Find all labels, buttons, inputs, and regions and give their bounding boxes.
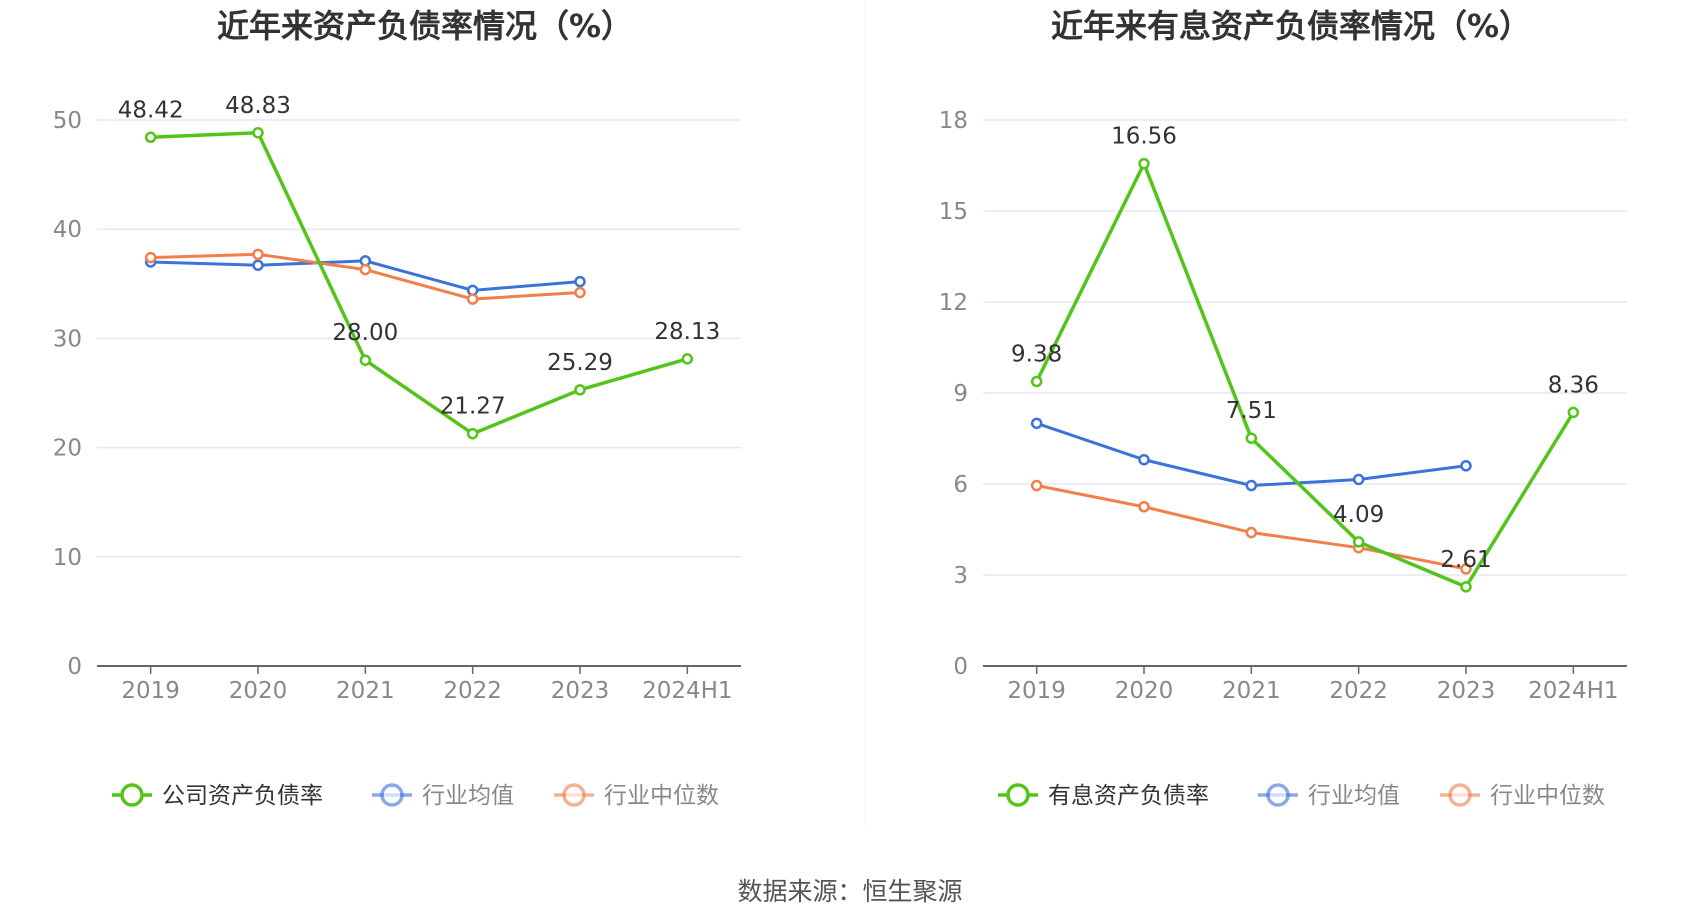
- y-tick-label: 9: [953, 381, 968, 407]
- x-tick-label: 2021: [336, 678, 395, 704]
- legend-label: 行业均值: [422, 783, 514, 809]
- chart-panel-debt-ratio: 近年来资产负债率情况（%） 0 10 20 30 40 50 2019 2020 2021 202…: [0, 0, 850, 830]
- x-tick-label: 2021: [1222, 678, 1281, 704]
- legend-marker: [1448, 783, 1472, 807]
- data-label: 21.27: [440, 394, 506, 420]
- legend-label: 行业中位数: [1490, 783, 1605, 809]
- series-line: [150, 131, 688, 436]
- data-label: 7.51: [1226, 398, 1277, 424]
- data-point: [359, 354, 372, 366]
- legend-label: 行业中位数: [604, 783, 719, 809]
- legend-label: 有息资产负债率: [1048, 783, 1209, 809]
- data-source: 数据来源：恒生聚源: [737, 877, 963, 906]
- data-point: [1245, 432, 1258, 444]
- data-label: 16.56: [1111, 124, 1177, 150]
- data-label: 48.42: [118, 97, 184, 123]
- y-tick-label: 3: [953, 563, 968, 589]
- data-label: 48.83: [225, 93, 291, 119]
- y-tick-label: 30: [53, 326, 82, 352]
- data-label: 2.61: [1440, 547, 1491, 573]
- data-point: [1245, 526, 1258, 539]
- x-tick-label: 2023: [551, 678, 610, 704]
- data-point: [574, 286, 586, 299]
- data-point: [1030, 417, 1043, 430]
- legend-marker: [562, 783, 586, 807]
- y-tick-label: 18: [939, 108, 968, 134]
- data-point: [1352, 473, 1365, 486]
- chart-title: 近年来有息资产负债率情况（%）: [1050, 7, 1532, 45]
- data-point: [1138, 501, 1150, 513]
- data-point: [144, 251, 157, 264]
- legend-label: 行业均值: [1308, 783, 1400, 809]
- legend-label: 公司资产负债率: [162, 783, 323, 809]
- y-tick-label: 6: [953, 472, 968, 498]
- data-label: 28.13: [654, 319, 720, 345]
- data-point: [681, 353, 694, 365]
- series-line: [1035, 161, 1575, 589]
- y-tick-label: 12: [939, 290, 968, 316]
- data-point: [1030, 375, 1043, 388]
- x-tick-label: 2019: [121, 678, 180, 704]
- chart-svg: 0 10 20 30 40 50 2019 2020 2021 2022 2023 2024H1 48.…: [53, 93, 741, 809]
- panel-divider: [865, 0, 866, 826]
- data-point: [252, 127, 264, 139]
- chart-panel-interest-debt-ratio: 近年来有息资产负债率情况（%） 0 3 6 9 12 15 18 2019 2020 2021 20…: [866, 0, 1700, 830]
- y-tick-label: 20: [53, 436, 82, 462]
- data-label: 9.38: [1011, 341, 1062, 367]
- data-point: [466, 427, 479, 440]
- x-tick-label: 2023: [1437, 678, 1496, 704]
- x-tick-label: 2020: [229, 678, 288, 704]
- x-tick-label: 2022: [1329, 678, 1388, 704]
- data-label: 28.00: [332, 320, 398, 346]
- y-tick-label: 15: [939, 199, 968, 225]
- data-point: [1030, 479, 1043, 492]
- y-tick-label: 50: [53, 108, 82, 134]
- data-point: [1460, 460, 1472, 472]
- x-tick-label: 2024H1: [642, 678, 732, 704]
- data-point: [1138, 453, 1150, 466]
- y-tick-label: 0: [953, 654, 968, 680]
- data-point: [252, 259, 264, 271]
- y-tick-label: 0: [67, 654, 82, 680]
- data-label: 8.36: [1548, 372, 1599, 398]
- data-point: [252, 248, 264, 261]
- legend-marker: [380, 783, 404, 807]
- x-tick-label: 2019: [1007, 678, 1066, 704]
- data-point: [1138, 157, 1150, 170]
- data-point: [1567, 406, 1580, 419]
- data-point: [466, 293, 479, 305]
- legend-marker: [1006, 783, 1030, 807]
- data-point: [144, 131, 157, 144]
- y-tick-label: 40: [53, 217, 82, 243]
- data-label: 25.29: [547, 350, 613, 376]
- data-point: [1352, 536, 1365, 548]
- data-point: [574, 275, 586, 288]
- data-point: [1460, 563, 1472, 575]
- x-tick-label: 2020: [1115, 678, 1174, 704]
- data-point: [1460, 581, 1472, 593]
- y-tick-label: 10: [53, 545, 82, 571]
- data-point: [1245, 479, 1258, 492]
- data-label: 4.09: [1333, 502, 1384, 528]
- chart-title: 近年来资产负债率情况（%）: [216, 7, 634, 45]
- legend-marker: [120, 783, 144, 807]
- x-tick-label: 2024H1: [1528, 678, 1618, 704]
- data-point: [359, 263, 372, 276]
- data-point: [574, 384, 586, 396]
- x-tick-label: 2022: [443, 678, 502, 704]
- legend-marker: [1266, 783, 1290, 807]
- chart-svg: 0 3 6 9 12 15 18 2019 2020 2021 2022 2023 2024H1 9.38…: [939, 108, 1627, 809]
